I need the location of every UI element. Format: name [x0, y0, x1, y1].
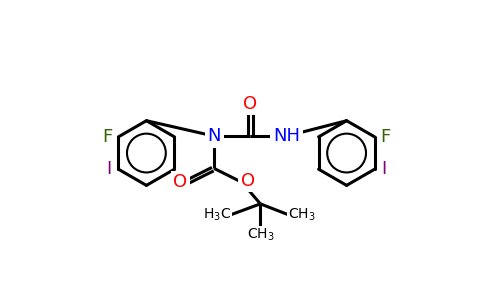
Text: O: O: [243, 95, 257, 113]
Text: H$_3$C: H$_3$C: [203, 206, 231, 223]
Text: O: O: [241, 172, 255, 190]
Text: CH$_3$: CH$_3$: [288, 206, 316, 223]
Text: F: F: [103, 128, 113, 146]
Text: NH: NH: [273, 127, 300, 145]
Text: N: N: [208, 127, 221, 145]
Text: F: F: [380, 128, 391, 146]
Text: O: O: [173, 173, 187, 191]
Text: I: I: [381, 160, 387, 178]
Text: CH$_3$: CH$_3$: [246, 227, 274, 243]
Text: I: I: [106, 160, 112, 178]
